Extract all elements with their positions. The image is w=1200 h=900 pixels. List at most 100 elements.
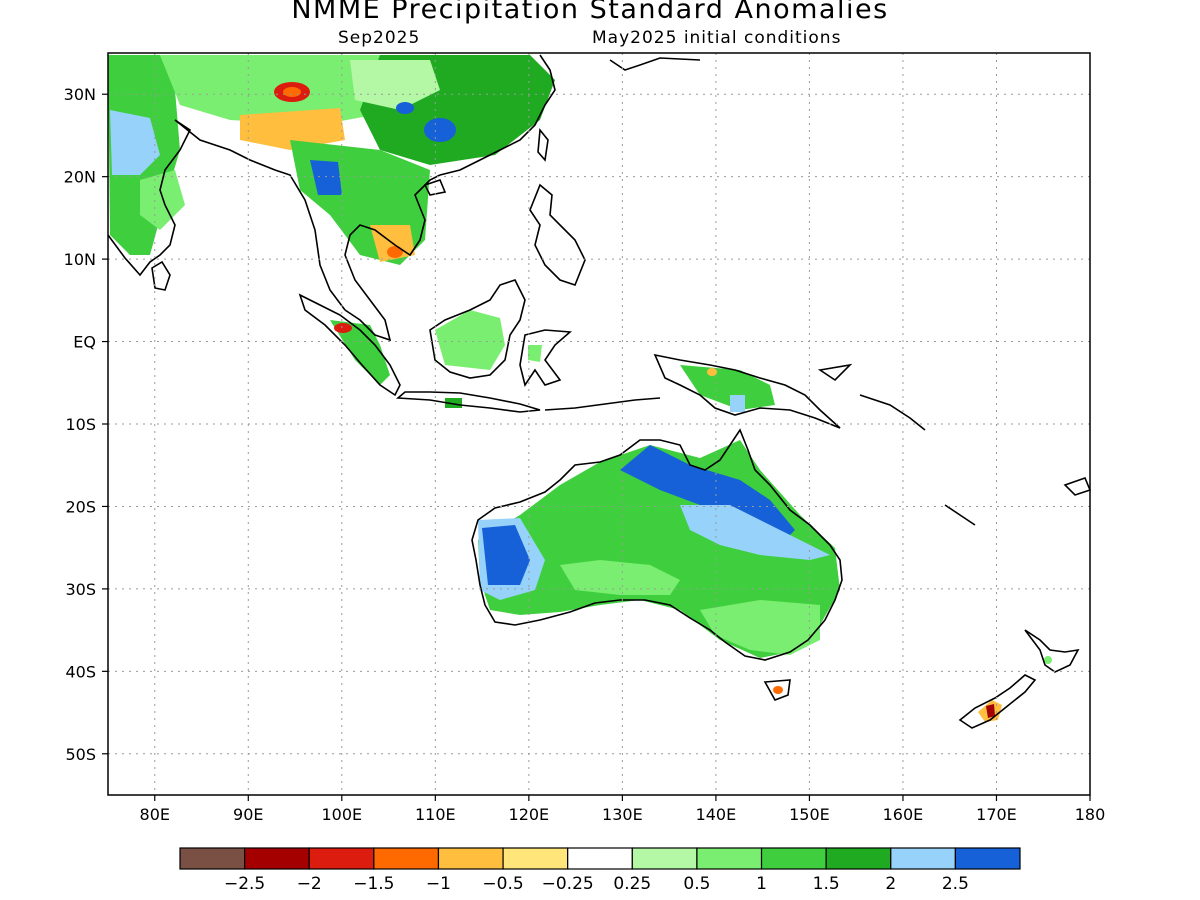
coast-tasmania (763, 679, 791, 701)
colorbar-label: −0.5 (482, 874, 523, 894)
colorbar-swatch (437, 847, 504, 870)
colorbar-label: 1.5 (813, 874, 840, 894)
initial-conditions: May2025 initial conditions (592, 28, 842, 48)
anomaly-region-australia-central (560, 560, 680, 595)
colorbar-label: −1.5 (353, 874, 394, 894)
map-title: NMME Precipitation Standard Anomalies (291, 0, 889, 25)
colorbar-label: 2.5 (942, 874, 969, 894)
colorbar-label: 1 (756, 874, 767, 894)
coast-java (395, 391, 541, 413)
colorbar-label: 0.5 (683, 874, 710, 894)
lon-tick-label: 170E (976, 805, 1017, 824)
anomaly-region-new-guinea (680, 365, 775, 410)
anomaly-region-australia-west-core (482, 525, 530, 585)
coast-india (107, 119, 192, 277)
anomaly-fill-layer (108, 55, 1052, 722)
anomaly-region-vietnam-dry (387, 246, 403, 258)
anomaly-region-australia-se (700, 600, 820, 655)
coastline-layer (107, 54, 1092, 729)
lon-tick-label: 120E (509, 805, 550, 824)
anomaly-region-sumatra-dry (334, 323, 352, 333)
coast-new-zealand-north (1024, 629, 1080, 673)
anomaly-region-sumatra (330, 320, 390, 385)
coast-sulawesi (519, 329, 572, 387)
coast-bengal (174, 119, 346, 311)
colorbar-swatch (760, 847, 827, 870)
anomaly-region-himalaya-dry (240, 108, 345, 150)
coast-philippines (529, 183, 586, 286)
coast-south-china (439, 54, 556, 176)
anomaly-region-australia-east-wet (680, 505, 830, 560)
lon-tick-label: 140E (696, 805, 737, 824)
colorbar-swatch (179, 847, 246, 870)
colorbar-swatch (825, 847, 892, 870)
anomaly-region-china-wet (424, 118, 456, 142)
colorbar-label: −2 (297, 874, 322, 894)
anomaly-region-china-wet-2 (396, 102, 414, 114)
colorbar-swatch (954, 847, 1021, 870)
coast-new-zealand-south (958, 674, 1037, 729)
lat-tick-label: EQ (73, 333, 96, 352)
coast-solomons (859, 394, 926, 431)
coast-lesser-sunda (544, 397, 661, 411)
colorbar-swatch (696, 847, 763, 870)
anomaly-region-sulawesi (528, 345, 542, 362)
lat-tick-label: 20S (65, 497, 96, 516)
lat-tick-label: 20N (64, 168, 96, 187)
lon-tick-label: 110E (415, 805, 456, 824)
lat-tick-label: 30S (65, 580, 96, 599)
coast-australia (471, 428, 843, 661)
colorbar-label: 0.25 (613, 874, 651, 894)
anomaly-region-tibet-dry-ring (283, 87, 301, 97)
colorbar-swatch (373, 847, 440, 870)
anomaly-region-new-guinea-wet (730, 395, 745, 412)
lon-tick-label: 90E (233, 805, 263, 824)
colorbar: −2.5 −2 −1.5 −1 −0.5 −0.25 0.25 0.5 1 1.5 2 2.5 (179, 847, 1021, 894)
anomaly-region-new-zealand-dry (986, 704, 995, 718)
coast-taiwan (537, 127, 549, 162)
colorbar-label: 2 (885, 874, 896, 894)
anomaly-region-borneo (435, 310, 505, 370)
lat-tick-label: 10N (64, 250, 96, 269)
longitude-labels: 80E 90E 100E 110E 120E 130E 140E 150E 160E 170E 18… (140, 795, 1106, 824)
colorbar-swatch (502, 847, 569, 870)
lat-tick-label: 10S (65, 415, 96, 434)
colorbar-label: −2.5 (224, 874, 265, 894)
lon-tick-label: 180 (1075, 805, 1106, 824)
lon-tick-label: 130E (602, 805, 643, 824)
lon-tick-label: 150E (789, 805, 830, 824)
colorbar-label: −1 (426, 874, 451, 894)
colorbar-label: −0.25 (542, 874, 594, 894)
anomaly-region-india-wet (110, 110, 160, 175)
forecast-month: Sep2025 (338, 28, 421, 48)
coast-new-britain (817, 363, 853, 382)
coast-hainan (423, 179, 447, 196)
anomaly-region-tasmania (773, 686, 783, 694)
colorbar-swatch (567, 847, 633, 870)
grid-layer (108, 53, 1090, 795)
coast-fiji (1063, 476, 1092, 496)
anomaly-region-new-zealand-north (1044, 656, 1052, 664)
coast-borneo (429, 279, 526, 379)
coast-new-guinea (653, 353, 841, 429)
colorbar-swatch (244, 847, 310, 870)
anomaly-region-java (445, 398, 462, 408)
anomaly-region-new-guinea-dry (707, 368, 717, 376)
colorbar-swatch (890, 847, 956, 870)
colorbar-swatch (631, 847, 698, 870)
colorbar-swatch (308, 847, 375, 870)
lon-tick-label: 160E (883, 805, 924, 824)
anomaly-region-myanmar-wet (310, 160, 342, 195)
lon-tick-label: 100E (321, 805, 362, 824)
anomaly-region-china-light (350, 60, 440, 110)
lat-tick-label: 30N (64, 85, 96, 104)
lat-tick-label: 50S (65, 745, 96, 764)
lat-tick-label: 40S (65, 662, 96, 681)
coast-sumatra (298, 293, 401, 397)
coast-japan (609, 57, 701, 71)
coast-malay (344, 174, 441, 342)
coast-vanuatu (944, 504, 976, 526)
latitude-labels: 30N 20N 10N EQ 10S 20S 30S 40S 50S (64, 85, 108, 764)
lon-tick-label: 80E (140, 805, 170, 824)
